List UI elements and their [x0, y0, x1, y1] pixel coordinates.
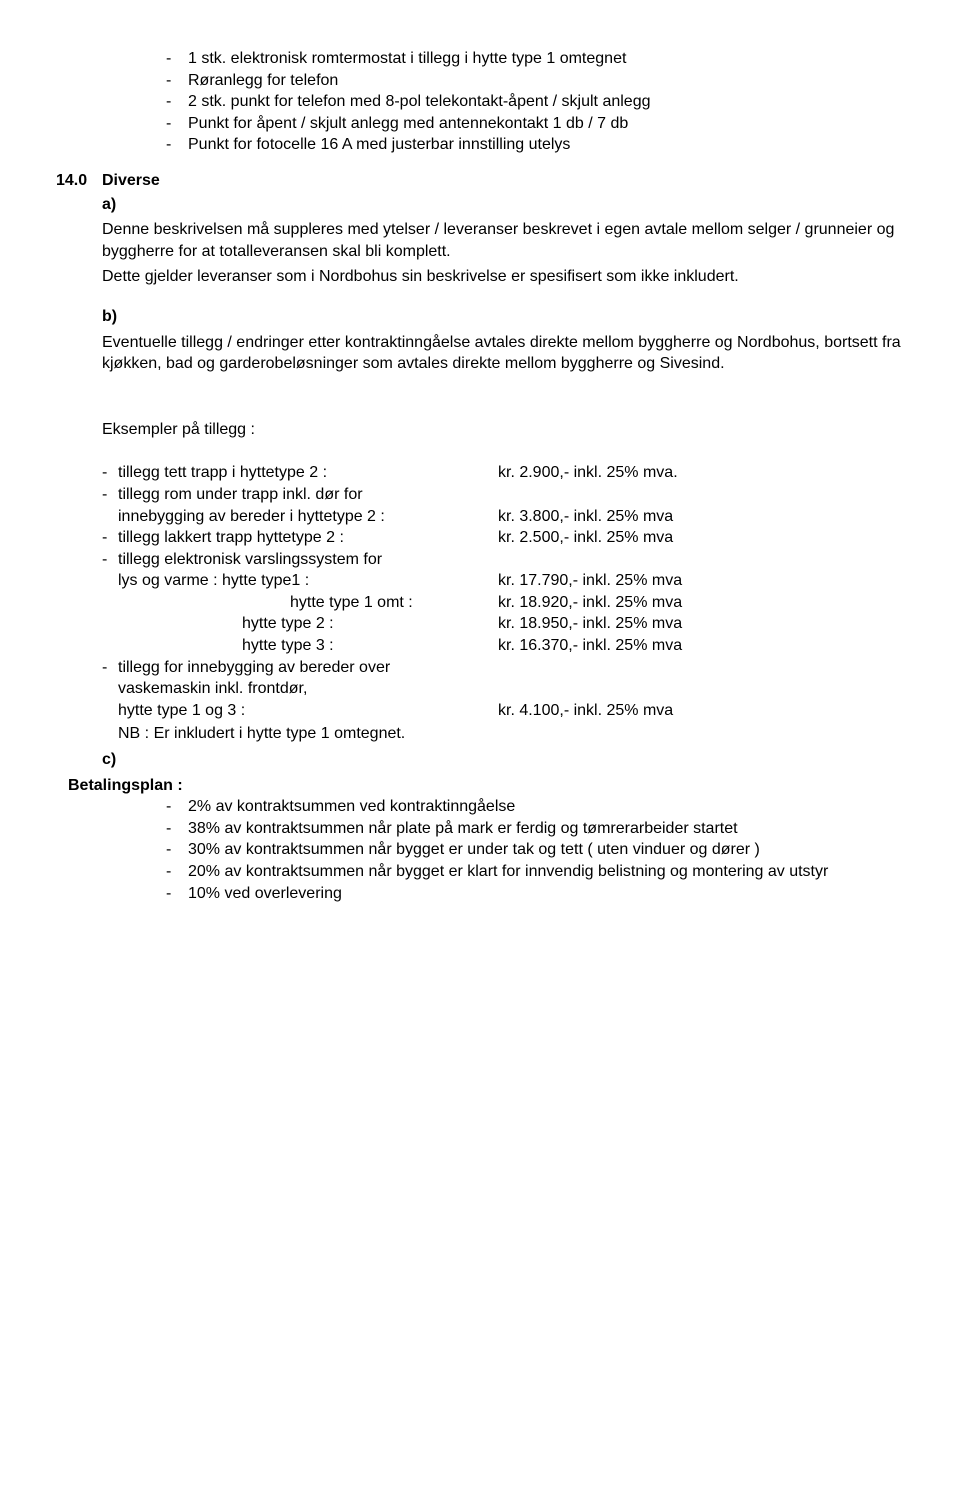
example-label: hytte type 1 omt :: [290, 592, 498, 614]
bullet-text: Punkt for åpent / skjult anlegg med ante…: [188, 113, 904, 135]
nb-line: NB : Er inkludert i hytte type 1 omtegne…: [118, 723, 904, 745]
betalingsplan-heading: Betalingsplan :: [68, 775, 904, 797]
payment-text: 30% av kontraktsummen når bygget er unde…: [188, 839, 904, 861]
list-item: - Punkt for åpent / skjult anlegg med an…: [166, 113, 904, 135]
dash: -: [102, 462, 118, 484]
example-value: [498, 549, 904, 571]
list-item: - 2% av kontraktsummen ved kontraktinngå…: [166, 796, 904, 818]
example-row: lys og varme : hytte type1 : kr. 17.790,…: [118, 570, 904, 592]
example-label: hytte type 2 :: [242, 613, 498, 635]
payment-text: 10% ved overlevering: [188, 883, 904, 905]
section-title: Diverse: [102, 170, 160, 192]
example-label: hytte type 3 :: [242, 635, 498, 657]
example-value: kr. 2.900,- inkl. 25% mva.: [498, 462, 904, 484]
example-row: hytte type 2 : kr. 18.950,- inkl. 25% mv…: [102, 613, 904, 635]
list-item: - 2 stk. punkt for telefon med 8-pol tel…: [166, 91, 904, 113]
section-body: a) Denne beskrivelsen må suppleres med y…: [102, 194, 904, 771]
example-row: hytte type 1 og 3 : kr. 4.100,- inkl. 25…: [118, 700, 904, 722]
paragraph: Denne beskrivelsen må suppleres med ytel…: [102, 219, 904, 262]
list-item: - 1 stk. elektronisk romtermostat i till…: [166, 48, 904, 70]
example-label: vaskemaskin inkl. frontdør,: [118, 678, 498, 700]
example-value: [498, 657, 904, 679]
example-label: tillegg lakkert trapp hyttetype 2 :: [118, 527, 498, 549]
payment-text: 2% av kontraktsummen ved kontraktinngåel…: [188, 796, 904, 818]
paragraph: Eventuelle tillegg / endringer etter kon…: [102, 332, 904, 375]
dash: -: [166, 48, 188, 70]
dash: -: [166, 861, 188, 883]
dash: -: [166, 113, 188, 135]
bullet-text: 2 stk. punkt for telefon med 8-pol telek…: [188, 91, 904, 113]
example-label: lys og varme : hytte type1 :: [118, 570, 498, 592]
example-row: - tillegg for innebygging av bereder ove…: [102, 657, 904, 679]
example-label: tillegg for innebygging av bereder over: [118, 657, 498, 679]
example-label: innebygging av bereder i hyttetype 2 :: [118, 506, 498, 528]
bullet-text: Røranlegg for telefon: [188, 70, 904, 92]
list-item: - Røranlegg for telefon: [166, 70, 904, 92]
example-row: hytte type 3 : kr. 16.370,- inkl. 25% mv…: [102, 635, 904, 657]
example-row: vaskemaskin inkl. frontdør,: [118, 678, 904, 700]
example-value: kr. 18.920,- inkl. 25% mva: [498, 592, 904, 614]
example-row: innebygging av bereder i hyttetype 2 : k…: [118, 506, 904, 528]
payment-text: 20% av kontraktsummen når bygget er klar…: [188, 861, 904, 883]
example-row: - tillegg rom under trapp inkl. dør for: [102, 484, 904, 506]
dash: -: [166, 883, 188, 905]
dash: -: [102, 657, 118, 679]
dash: -: [102, 527, 118, 549]
example-value: [498, 678, 904, 700]
example-value: kr. 16.370,- inkl. 25% mva: [498, 635, 904, 657]
dash: -: [166, 70, 188, 92]
example-value: kr. 3.800,- inkl. 25% mva: [498, 506, 904, 528]
payment-text: 38% av kontraktsummen når plate på mark …: [188, 818, 904, 840]
example-row: - tillegg elektronisk varslingssystem fo…: [102, 549, 904, 571]
dash: -: [102, 549, 118, 571]
dash: -: [166, 91, 188, 113]
example-label: tillegg elektronisk varslingssystem for: [118, 549, 498, 571]
example-label: hytte type 1 og 3 :: [118, 700, 498, 722]
dash: -: [166, 796, 188, 818]
nb-text: NB : Er inkludert i hytte type 1 omtegne…: [118, 723, 405, 745]
list-item: - 38% av kontraktsummen når plate på mar…: [166, 818, 904, 840]
example-row: - tillegg tett trapp i hyttetype 2 : kr.…: [102, 462, 904, 484]
example-value: kr. 2.500,- inkl. 25% mva: [498, 527, 904, 549]
example-value: kr. 17.790,- inkl. 25% mva: [498, 570, 904, 592]
payment-list: - 2% av kontraktsummen ved kontraktinngå…: [166, 796, 904, 904]
bullet-text: Punkt for fotocelle 16 A med justerbar i…: [188, 134, 904, 156]
section-number: 14.0: [56, 170, 102, 192]
section-heading: 14.0 Diverse: [56, 170, 904, 192]
example-value: kr. 4.100,- inkl. 25% mva: [498, 700, 904, 722]
example-value: kr. 18.950,- inkl. 25% mva: [498, 613, 904, 635]
dash: -: [166, 134, 188, 156]
subsection-a-label: a): [102, 194, 904, 216]
bullet-text: 1 stk. elektronisk romtermostat i tilleg…: [188, 48, 904, 70]
subsection-c-label: c): [102, 749, 904, 771]
dash: -: [166, 818, 188, 840]
list-item: - 10% ved overlevering: [166, 883, 904, 905]
example-row: hytte type 1 omt : kr. 18.920,- inkl. 25…: [102, 592, 904, 614]
list-item: - 30% av kontraktsummen når bygget er un…: [166, 839, 904, 861]
list-item: - Punkt for fotocelle 16 A med justerbar…: [166, 134, 904, 156]
top-bullet-list: - 1 stk. elektronisk romtermostat i till…: [166, 48, 904, 156]
subsection-b-label: b): [102, 306, 904, 328]
dash: -: [166, 839, 188, 861]
paragraph: Dette gjelder leveranser som i Nordbohus…: [102, 266, 904, 288]
examples-title: Eksempler på tillegg :: [102, 419, 904, 441]
list-item: - 20% av kontraktsummen når bygget er kl…: [166, 861, 904, 883]
example-row: - tillegg lakkert trapp hyttetype 2 : kr…: [102, 527, 904, 549]
example-label: tillegg tett trapp i hyttetype 2 :: [118, 462, 498, 484]
example-value: [498, 484, 904, 506]
example-label: tillegg rom under trapp inkl. dør for: [118, 484, 498, 506]
dash: -: [102, 484, 118, 506]
